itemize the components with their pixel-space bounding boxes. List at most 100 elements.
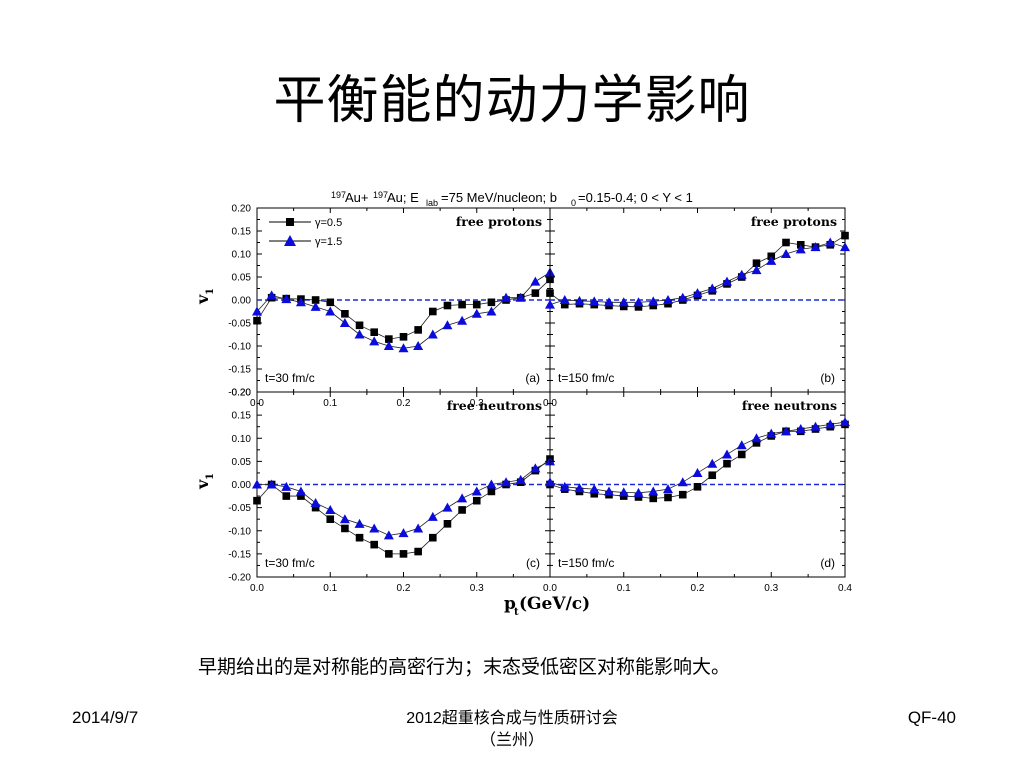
- xlabel-p: p: [504, 594, 516, 614]
- y-axis-label-bottom: v 1: [193, 473, 216, 490]
- point-gamma-1-5: [559, 295, 570, 304]
- point-gamma-0-5: [341, 524, 349, 533]
- x-tick-label: 0.4: [838, 583, 852, 594]
- v1-vs-pt-figure: 197 Au+ 197 Au; E lab =75 MeV/nucleon; b…: [193, 190, 852, 618]
- point-gamma-0-5: [472, 300, 481, 309]
- panel-time: t=150 fm/c: [558, 371, 614, 385]
- point-gamma-0-5: [560, 300, 569, 309]
- footer-conference-line1: 2012超重核合成与性质研讨会: [406, 710, 618, 727]
- point-gamma-0-5: [531, 289, 540, 297]
- point-gamma-1-5: [295, 297, 306, 307]
- x-tick-label: 0.3: [470, 398, 484, 409]
- point-gamma-1-5: [825, 419, 836, 429]
- point-gamma-1-5: [574, 295, 585, 305]
- point-gamma-1-5: [501, 292, 512, 302]
- point-gamma-1-5: [471, 308, 482, 318]
- point-gamma-1-5: [766, 255, 777, 265]
- y-tick-label: -0.20: [228, 573, 251, 584]
- point-gamma-0-5: [693, 483, 702, 491]
- panel-title: free neutrons: [447, 398, 542, 413]
- x-tick-label: 0.1: [617, 583, 631, 594]
- point-gamma-0-5: [311, 503, 320, 512]
- point-gamma-0-5: [311, 296, 320, 304]
- point-gamma-0-5: [399, 550, 408, 558]
- point-gamma-0-5: [487, 487, 496, 496]
- point-gamma-1-5: [457, 315, 468, 325]
- point-gamma-1-5: [354, 518, 365, 528]
- point-gamma-1-5: [325, 504, 336, 514]
- x-axis-label: p t (GeV/c): [504, 594, 590, 618]
- point-gamma-1-5: [339, 514, 350, 524]
- header-lab-sub: lab: [426, 198, 438, 208]
- point-gamma-1-5: [266, 290, 277, 300]
- footer-conference: 2012超重核合成与性质研讨会 （兰州）: [0, 708, 1024, 752]
- point-gamma-0-5: [399, 333, 408, 341]
- x-tick-label: 0.2: [397, 583, 411, 594]
- point-gamma-1-5: [559, 481, 570, 491]
- point-gamma-1-5: [618, 487, 629, 497]
- panel-time: t=30 fm/c: [265, 371, 315, 385]
- x-tick-label: 0.3: [764, 583, 778, 594]
- point-gamma-1-5: [618, 297, 629, 307]
- point-gamma-0-5: [370, 328, 378, 336]
- y-tick-label: 0.00: [232, 296, 252, 307]
- point-gamma-1-5: [413, 523, 424, 533]
- x-tick-label: 0.1: [323, 398, 337, 409]
- legend-label: γ=1.5: [315, 236, 342, 248]
- footer-slide-id: QF-40: [907, 708, 956, 727]
- point-gamma-0-5: [341, 310, 349, 318]
- point-gamma-1-5: [442, 502, 453, 512]
- point-gamma-1-5: [736, 440, 747, 450]
- footer-conference-line2: （兰州）: [479, 732, 544, 749]
- y-tick-label: 0.20: [232, 204, 252, 215]
- point-gamma-0-5: [355, 321, 364, 330]
- point-gamma-0-5: [590, 489, 599, 498]
- point-gamma-1-5: [751, 265, 762, 275]
- y-tick-label: 0.10: [232, 250, 252, 261]
- point-gamma-1-5: [795, 424, 806, 433]
- xlabel-unit: (GeV/c): [519, 594, 590, 614]
- point-gamma-0-5: [634, 493, 643, 501]
- x-tick-label: 0.3: [470, 583, 484, 594]
- point-gamma-1-5: [398, 343, 409, 353]
- header-au-1: Au+: [345, 190, 369, 205]
- point-gamma-0-5: [752, 259, 761, 267]
- point-gamma-1-5: [310, 498, 321, 507]
- point-gamma-0-5: [782, 238, 790, 247]
- header-energy: =75 MeV/nucleon; b: [441, 190, 557, 205]
- legend-label: γ=0.5: [315, 217, 342, 229]
- y-tick-label: 0.20: [232, 388, 252, 399]
- y-tick-label: 0.05: [232, 273, 252, 284]
- panel-b: free protons t=150 fm/c (b): [545, 207, 850, 393]
- point-gamma-1-5: [840, 417, 850, 427]
- legend-square-marker: [286, 218, 294, 226]
- point-gamma-1-5: [825, 237, 836, 247]
- point-gamma-0-5: [326, 298, 335, 307]
- point-gamma-0-5: [370, 540, 378, 549]
- point-gamma-1-5: [501, 477, 512, 487]
- point-gamma-1-5: [545, 299, 555, 309]
- point-gamma-0-5: [253, 316, 261, 325]
- point-gamma-0-5: [472, 496, 481, 505]
- point-gamma-0-5: [253, 496, 261, 505]
- x-tick-label: 0.0: [250, 583, 264, 594]
- point-gamma-1-5: [663, 484, 673, 494]
- point-gamma-1-5: [486, 479, 497, 489]
- point-gamma-1-5: [530, 463, 541, 473]
- y-tick-label: 0.05: [232, 457, 252, 468]
- y-axis-label-top: v 1: [193, 288, 216, 305]
- header-b0-sub: 0: [571, 198, 576, 208]
- point-gamma-1-5: [369, 336, 380, 346]
- y-tick-label: -0.15: [228, 549, 251, 560]
- point-gamma-1-5: [398, 528, 409, 538]
- point-gamma-0-5: [443, 301, 452, 310]
- header-mass-1: 197: [331, 190, 346, 200]
- header-mass-2: 197: [373, 190, 388, 200]
- panels: 0.20 0.15 0.10 0.05 0.00 -0.05 -0.10 -0.15 -0.20…: [228, 204, 852, 595]
- point-gamma-1-5: [252, 306, 262, 316]
- x-tick-label: 0.0: [543, 583, 557, 594]
- panel-label: (a): [525, 371, 540, 385]
- point-gamma-0-5: [414, 326, 422, 334]
- point-gamma-1-5: [574, 483, 585, 493]
- series-line-gamma-0-5: [256, 458, 551, 555]
